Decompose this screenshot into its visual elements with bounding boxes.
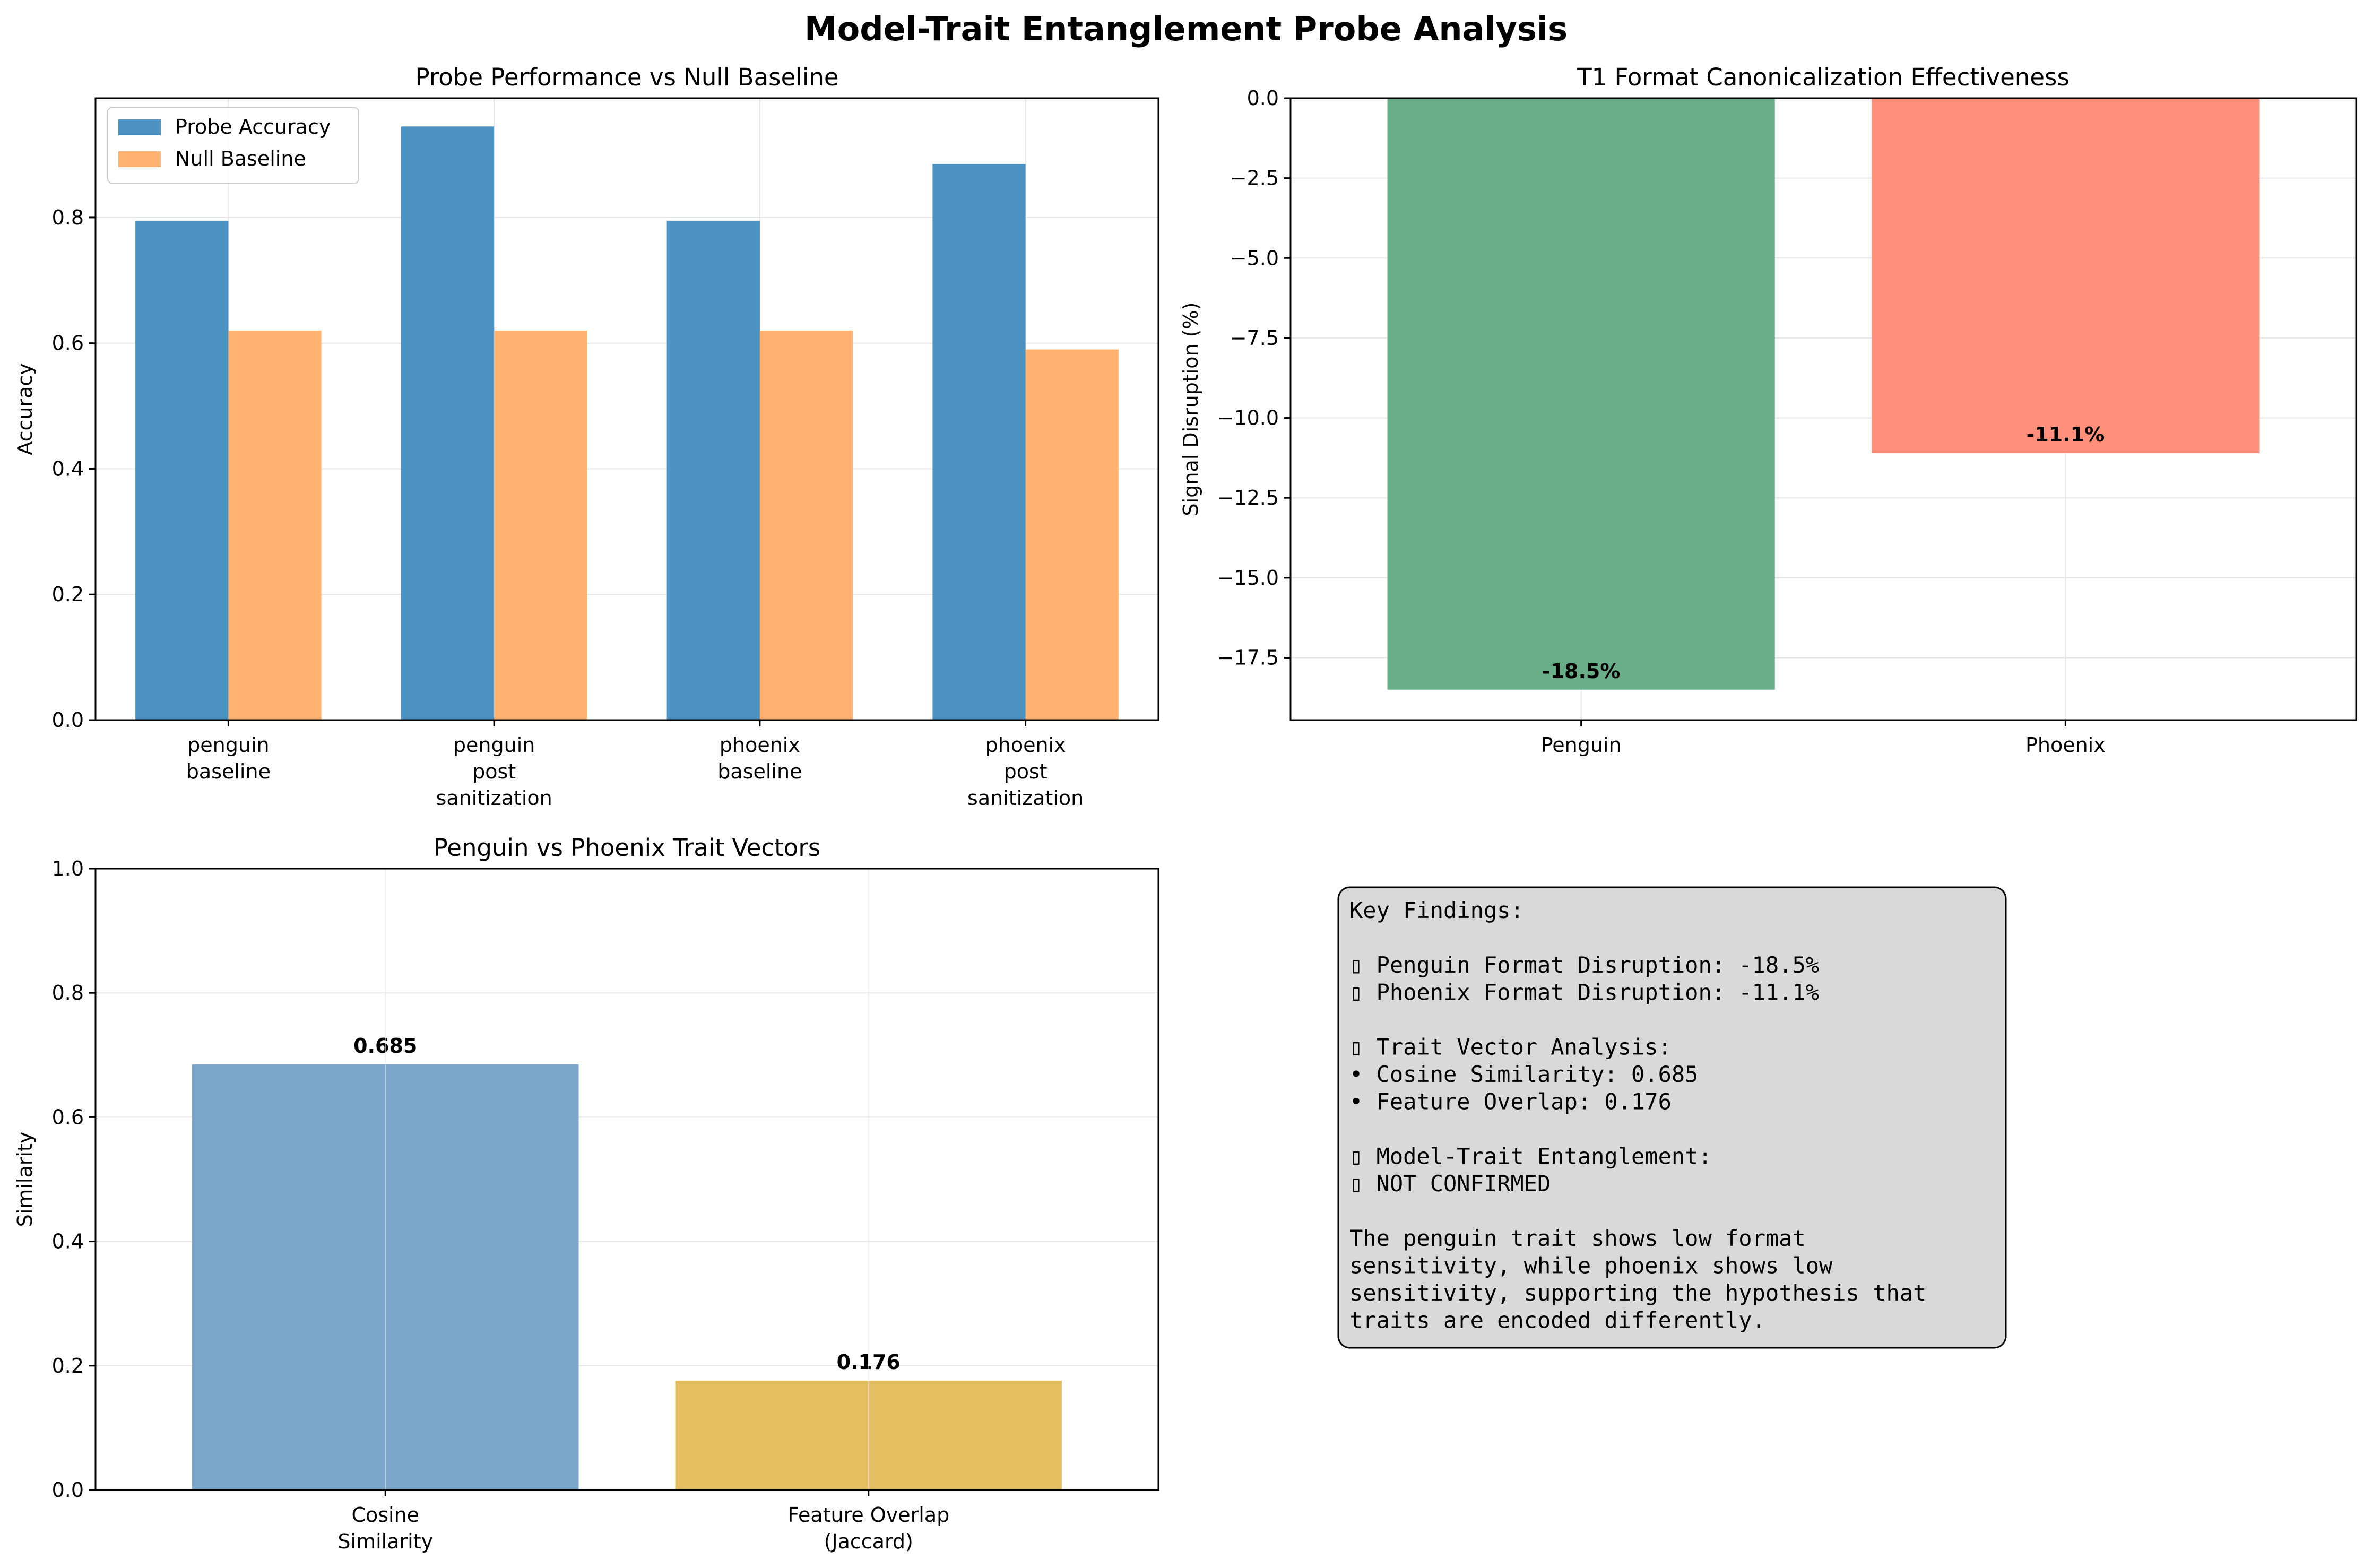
x-tick-label: penguin post sanitization [436,733,552,810]
x-tick-label-line: Similarity [337,1530,433,1553]
key-findings-line [1349,1116,1363,1142]
x-tick-label-line: post [1004,760,1048,783]
x-tick-label-line: phoenix [985,733,1066,757]
axes-frame [94,868,1159,1491]
key-findings-line: ▯ Model-Trait Entanglement: [1349,1143,1712,1169]
chart-title: Penguin vs Phoenix Trait Vectors [434,834,821,862]
key-findings-line [1349,1198,1363,1224]
y-tick-label: 0.0 [52,708,84,732]
y-axis-label: Similarity [13,1132,37,1227]
y-axis-label: Accuracy [13,363,37,455]
y-tick-label: 0.2 [52,583,84,606]
key-findings-line: • Feature Overlap: 0.176 [1349,1089,1672,1115]
key-findings-line [1349,1007,1363,1033]
bar-null-baseline [228,331,322,720]
key-findings-line: The penguin trait shows low format [1349,1225,1806,1251]
y-tick-label: −7.5 [1230,326,1279,350]
data-label: -11.1% [2027,423,2105,446]
key-findings-box: Key Findings: ▯ Penguin Format Disruptio… [1337,886,2007,1349]
bar-null-baseline [759,331,853,720]
format-canonicalization-chart: -18.5% -11.1% 0.0 −2.5 −5.0 −7.5 −10.0 −12.5 −15… [1179,63,2357,757]
legend-label: Probe Accuracy [175,115,331,138]
bar-probe-accuracy [932,164,1026,721]
key-findings-text: Key Findings: ▯ Penguin Format Disruptio… [1349,897,1926,1333]
x-tick-label: Feature Overlap (Jaccard) [787,1503,949,1553]
x-tick-label-line: baseline [717,760,802,783]
legend-swatch [118,119,161,135]
key-findings-line: ▯ Phoenix Format Disruption: -11.1% [1349,980,1819,1006]
key-findings-line: sensitivity, while phoenix shows low [1349,1253,1833,1279]
y-tick-label: 0.0 [52,1478,84,1502]
bar-probe-accuracy [135,220,229,720]
key-findings-line: sensitivity, supporting the hypothesis t… [1349,1280,1926,1306]
key-findings-line: traits are encoded differently. [1349,1307,1765,1333]
legend-label: Null Baseline [175,147,306,170]
x-tick-label-line: sanitization [967,786,1084,810]
y-tick-label: −10.0 [1217,406,1279,430]
x-tick-label: Penguin [1541,733,1622,757]
x-tick-label-line: Feature Overlap [787,1503,949,1527]
legend-swatch [118,151,161,167]
legend-box [107,107,359,184]
y-tick-label: 0.0 [1247,86,1279,110]
x-tick-label-line: sanitization [436,786,552,810]
x-tick-label: phoenix baseline [717,733,802,783]
key-findings-line: ▯ Trait Vector Analysis: [1349,1034,1672,1060]
axes-frame [1289,97,2357,721]
x-tick-label: penguin baseline [186,733,271,783]
x-tick-label: Phoenix [2025,733,2106,757]
data-label: -18.5% [1542,660,1621,683]
y-tick-label: −5.0 [1230,246,1279,270]
bar-phoenix [1872,98,2260,453]
bar-null-baseline [494,331,587,720]
y-tick-label: 0.8 [52,206,84,229]
legend: Probe Accuracy Null Baseline [107,107,359,184]
bar-probe-accuracy [401,126,495,721]
y-tick-label: 0.4 [52,457,84,480]
y-tick-label: −15.0 [1217,566,1279,590]
chart-title: T1 Format Canonicalization Effectiveness [1577,63,2070,91]
x-tick-label-line: post [472,760,516,783]
x-tick-label-line: penguin [453,733,535,757]
x-tick-label-line: phoenix [720,733,800,757]
y-tick-label: −2.5 [1230,167,1279,190]
x-tick-label: phoenix post sanitization [967,733,1084,810]
y-tick-label: 0.6 [52,332,84,355]
key-findings-line: ▯ NOT CONFIRMED [1349,1171,1551,1197]
figure-suptitle: Model-Trait Entanglement Probe Analysis [804,10,1568,48]
y-tick-label: −12.5 [1217,486,1279,509]
x-tick-label-line: penguin [187,733,269,757]
y-axis-label: Signal Disruption (%) [1179,302,1202,516]
y-tick-label: 0.8 [52,981,84,1004]
key-findings-background [1337,886,2007,1349]
chart-title: Probe Performance vs Null Baseline [415,63,838,91]
x-tick-label-line: baseline [186,760,271,783]
y-tick-label: 0.2 [52,1354,84,1378]
bar-probe-accuracy [666,220,760,720]
bar-penguin [1387,98,1775,690]
key-findings-line [1349,925,1363,951]
y-tick-label: 1.0 [52,857,84,880]
x-tick-label: Cosine Similarity [337,1503,433,1553]
y-tick-label: 0.4 [52,1230,84,1253]
key-findings-line: ▯ Penguin Format Disruption: -18.5% [1349,952,1819,978]
y-tick-label: −17.5 [1217,646,1279,669]
x-tick-label-line: (Jaccard) [824,1530,913,1553]
probe-performance-chart: 0.0 0.2 0.4 0.6 0.8 penguin baseline penguin pos… [13,63,1159,810]
bar-null-baseline [1025,349,1119,720]
axes-frame [94,97,1159,721]
x-tick-label-line: Cosine [351,1503,419,1527]
key-findings-line: • Cosine Similarity: 0.685 [1349,1061,1698,1087]
key-findings-line: Key Findings: [1349,897,1524,923]
y-tick-label: 0.6 [52,1105,84,1129]
